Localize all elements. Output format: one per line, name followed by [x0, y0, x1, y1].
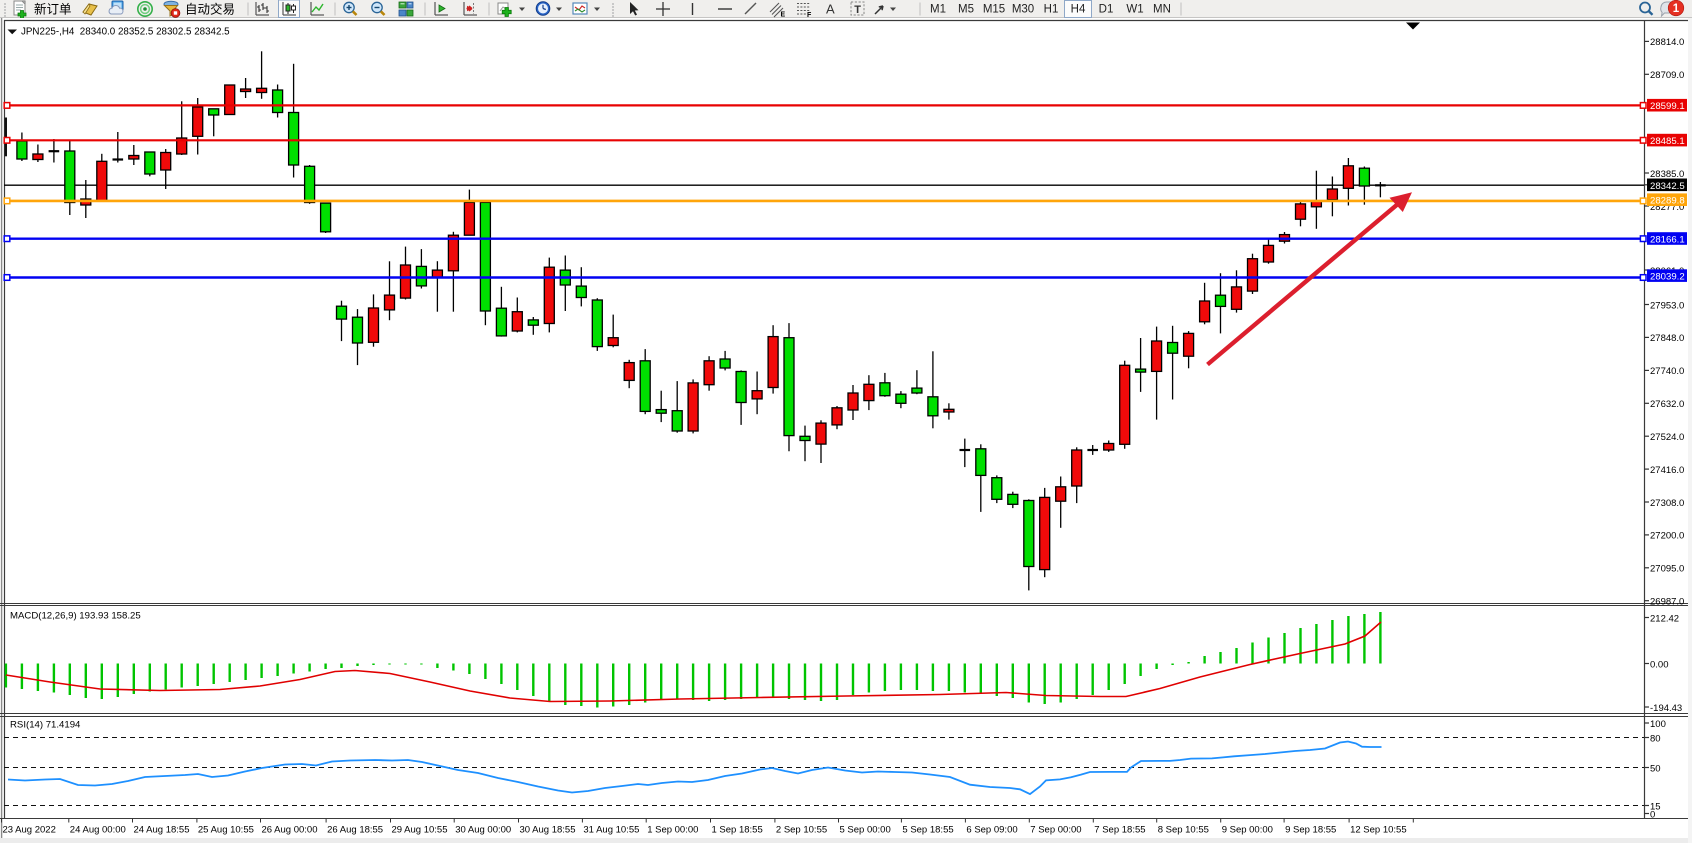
svg-text:50: 50 — [1650, 763, 1661, 774]
svg-text:27632.0: 27632.0 — [1650, 399, 1684, 410]
svg-text:-194.43: -194.43 — [1650, 703, 1682, 714]
svg-text:27308.0: 27308.0 — [1650, 498, 1684, 509]
svg-text:9 Sep 00:00: 9 Sep 00:00 — [1222, 825, 1273, 836]
svg-text:新订单: 新订单 — [34, 2, 72, 17]
svg-text:8 Sep 10:55: 8 Sep 10:55 — [1158, 825, 1209, 836]
svg-text:M30: M30 — [1012, 4, 1034, 16]
svg-text:2 Sep 10:55: 2 Sep 10:55 — [776, 825, 827, 836]
svg-text:M5: M5 — [958, 4, 974, 16]
svg-text:7 Sep 18:55: 7 Sep 18:55 — [1094, 825, 1145, 836]
svg-text:29 Aug 10:55: 29 Aug 10:55 — [392, 825, 448, 836]
svg-text:7 Sep 00:00: 7 Sep 00:00 — [1030, 825, 1081, 836]
svg-text:31 Aug 10:55: 31 Aug 10:55 — [583, 825, 639, 836]
svg-text:15: 15 — [1650, 801, 1661, 812]
svg-text:M1: M1 — [930, 4, 946, 16]
svg-text:0: 0 — [1650, 809, 1655, 820]
svg-text:A: A — [826, 2, 835, 17]
svg-text:5 Sep 00:00: 5 Sep 00:00 — [840, 825, 891, 836]
svg-text:W1: W1 — [1126, 4, 1143, 16]
svg-text:24 Aug 00:00: 24 Aug 00:00 — [70, 825, 126, 836]
svg-text:24 Aug 18:55: 24 Aug 18:55 — [134, 825, 190, 836]
svg-text:27416.0: 27416.0 — [1650, 465, 1684, 476]
svg-text:27848.0: 27848.0 — [1650, 333, 1684, 344]
svg-text:100: 100 — [1650, 719, 1666, 730]
svg-text:28814.0: 28814.0 — [1650, 37, 1684, 48]
svg-text:H4: H4 — [1071, 4, 1086, 16]
svg-text:E: E — [781, 12, 786, 19]
svg-text:30 Aug 00:00: 30 Aug 00:00 — [455, 825, 511, 836]
svg-text:28166.1: 28166.1 — [1650, 235, 1685, 246]
svg-text:1: 1 — [1673, 3, 1680, 15]
svg-text:28709.0: 28709.0 — [1650, 70, 1684, 81]
svg-text:JPN225-,H4 28340.0 28352.5 28: JPN225-,H4 28340.0 28352.5 28302.5 28342… — [21, 27, 230, 38]
svg-text:9 Sep 18:55: 9 Sep 18:55 — [1285, 825, 1336, 836]
svg-text:25 Aug 10:55: 25 Aug 10:55 — [198, 825, 254, 836]
svg-text:H1: H1 — [1044, 4, 1059, 16]
svg-text:MN: MN — [1153, 4, 1171, 16]
svg-text:27524.0: 27524.0 — [1650, 432, 1684, 443]
svg-text:0.00: 0.00 — [1650, 659, 1669, 670]
svg-text:28039.2: 28039.2 — [1650, 272, 1685, 283]
svg-text:6 Sep 09:00: 6 Sep 09:00 — [966, 825, 1017, 836]
svg-text:T: T — [854, 4, 861, 16]
svg-text:M15: M15 — [983, 4, 1005, 16]
svg-text:27095.0: 27095.0 — [1650, 564, 1684, 575]
svg-text:28485.1: 28485.1 — [1650, 136, 1685, 147]
svg-text:1 Sep 00:00: 1 Sep 00:00 — [647, 825, 698, 836]
svg-text:212.42: 212.42 — [1650, 613, 1679, 624]
svg-text:MACD(12,26,9) 193.93 158.25: MACD(12,26,9) 193.93 158.25 — [10, 611, 141, 622]
svg-text:F: F — [807, 12, 812, 19]
svg-text:26987.0: 26987.0 — [1650, 597, 1684, 608]
svg-text:28385.0: 28385.0 — [1650, 169, 1684, 180]
svg-text:D1: D1 — [1099, 4, 1114, 16]
svg-text:27953.0: 27953.0 — [1650, 300, 1684, 311]
svg-text:26 Aug 00:00: 26 Aug 00:00 — [262, 825, 318, 836]
svg-text:5 Sep 18:55: 5 Sep 18:55 — [902, 825, 953, 836]
svg-text:27740.0: 27740.0 — [1650, 366, 1684, 377]
svg-text:12 Sep 10:55: 12 Sep 10:55 — [1350, 825, 1407, 836]
svg-text:RSI(14) 71.4194: RSI(14) 71.4194 — [10, 720, 81, 731]
svg-text:26 Aug 18:55: 26 Aug 18:55 — [327, 825, 383, 836]
svg-text:23 Aug 2022: 23 Aug 2022 — [3, 825, 56, 836]
svg-text:28342.5: 28342.5 — [1650, 181, 1685, 192]
svg-text:自动交易: 自动交易 — [185, 2, 235, 17]
svg-text:28289.8: 28289.8 — [1650, 196, 1685, 207]
svg-text:27200.0: 27200.0 — [1650, 531, 1684, 542]
svg-text:28277.0: 28277.0 — [1650, 202, 1684, 213]
svg-text:30 Aug 18:55: 30 Aug 18:55 — [520, 825, 576, 836]
svg-text:28599.1: 28599.1 — [1650, 101, 1685, 112]
svg-text:1 Sep 18:55: 1 Sep 18:55 — [712, 825, 763, 836]
svg-text:80: 80 — [1650, 733, 1661, 744]
